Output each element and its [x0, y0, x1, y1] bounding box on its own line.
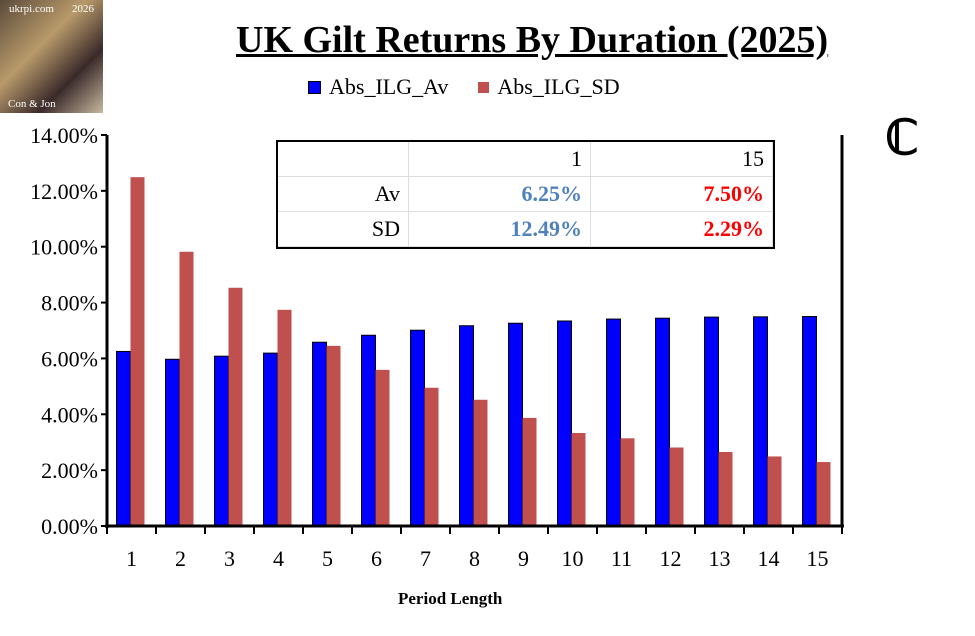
x-tick-label: 3 [224, 546, 235, 571]
table-cell [278, 142, 409, 177]
y-tick-label: 6.00% [41, 346, 98, 371]
bar-av-7 [410, 329, 425, 527]
legend-item-sd: Abs_ILG_SD [478, 74, 620, 100]
logo-caption: Con & Jon [8, 98, 56, 110]
bar-sd-2 [179, 251, 194, 526]
bar-av-6 [361, 334, 376, 527]
av-15-value: 7.50% [591, 177, 773, 212]
bar-av-9 [508, 322, 523, 527]
legend: Abs_ILG_Av Abs_ILG_SD [308, 74, 620, 100]
logo-year: 2026 [72, 3, 94, 15]
bar-sd-15 [816, 462, 831, 526]
bar-sd-12 [669, 447, 684, 526]
legend-label: Abs_ILG_Av [329, 74, 449, 99]
bar-av-2 [165, 358, 180, 527]
bar-av-12 [655, 317, 670, 527]
x-tick-label: 6 [371, 546, 382, 571]
x-tick-label: 12 [660, 546, 682, 571]
legend-label: Abs_ILG_SD [497, 74, 620, 99]
table-header: 15 [591, 142, 773, 177]
bar-av-13 [704, 316, 719, 527]
chart-title: UK Gilt Returns By Duration (2025) [236, 19, 829, 61]
bar-sd-10 [571, 432, 586, 526]
bar-sd-6 [375, 369, 390, 526]
bar-av-3 [214, 355, 229, 527]
bar-av-10 [557, 320, 572, 527]
x-tick-label: 9 [518, 546, 529, 571]
logo-image: ukrpi.com 2026 Con & Jon [0, 0, 103, 113]
x-tick-label: 15 [807, 546, 829, 571]
sd-15-value: 2.29% [591, 212, 773, 247]
x-tick-label: 11 [611, 546, 632, 571]
legend-item-av: Abs_ILG_Av [308, 74, 448, 100]
bar-av-15 [802, 316, 817, 527]
y-tick-label: 4.00% [41, 402, 98, 427]
x-tick-label: 14 [758, 546, 780, 571]
bar-sd-1 [130, 177, 145, 526]
bar-sd-5 [326, 345, 341, 526]
y-tick-label: 10.00% [30, 235, 98, 260]
legend-swatch [308, 80, 321, 94]
x-tick-label: 1 [126, 546, 137, 571]
x-axis-label: Period Length [398, 589, 503, 608]
row-label: Av [278, 177, 409, 212]
x-tick-label: 13 [709, 546, 731, 571]
bar-sd-13 [718, 451, 733, 526]
summary-table: 1 15 Av 6.25% 7.50% SD 12.49% 2.29% [276, 140, 775, 249]
logo-text: ukrpi.com [9, 3, 54, 15]
x-tick-label: 8 [469, 546, 480, 571]
y-tick-label: 2.00% [41, 458, 98, 483]
sd-1-value: 12.49% [409, 212, 591, 247]
x-tick-label: 7 [420, 546, 431, 571]
bar-sd-8 [473, 399, 488, 526]
table-header: 1 [409, 142, 591, 177]
bar-sd-11 [620, 438, 635, 526]
bar-av-11 [606, 318, 621, 527]
row-label: SD [278, 212, 409, 247]
x-tick-label: 10 [562, 546, 584, 571]
x-tick-label: 5 [322, 546, 333, 571]
bar-av-8 [459, 325, 474, 527]
bar-sd-14 [767, 456, 782, 526]
y-tick-label: 0.00% [41, 514, 98, 539]
legend-swatch [478, 81, 490, 93]
av-1-value: 6.25% [409, 177, 591, 212]
bar-av-5 [312, 341, 327, 527]
bar-sd-4 [277, 309, 292, 526]
bar-sd-9 [522, 417, 537, 526]
y-tick-label: 14.00% [30, 123, 98, 148]
bar-av-4 [263, 352, 278, 527]
bar-av-14 [753, 316, 768, 527]
bar-sd-7 [424, 387, 439, 526]
x-tick-label: 2 [175, 546, 186, 571]
y-tick-label: 12.00% [30, 179, 98, 204]
bar-av-1 [116, 350, 131, 527]
x-tick-label: 4 [273, 546, 284, 571]
corner-mark: ℂ [885, 112, 919, 165]
y-tick-label: 8.00% [41, 291, 98, 316]
bar-sd-3 [228, 287, 243, 526]
